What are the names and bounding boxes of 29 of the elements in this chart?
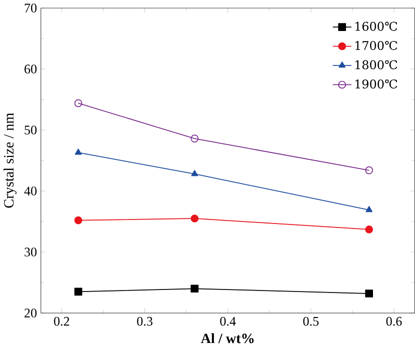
legend-label: 1800℃	[355, 60, 398, 70]
legend-label: 1700℃	[355, 41, 398, 50]
y-tick-label: 50	[24, 126, 37, 134]
x-tick-label: 0.4	[220, 316, 236, 326]
point	[74, 99, 82, 108]
point	[191, 170, 198, 176]
point	[74, 148, 82, 155]
point	[366, 206, 373, 212]
x-tick-label: 0.2	[54, 316, 70, 326]
y-tick-label: 40	[24, 186, 37, 196]
x-axis-title: Al / wt%	[200, 333, 254, 344]
point	[365, 226, 374, 234]
point	[190, 134, 199, 143]
point	[365, 166, 374, 174]
y-axis-title: Crystal size / nm	[4, 113, 17, 208]
y-tick-label: 20	[24, 308, 37, 318]
y-tick-label: 60	[24, 64, 37, 74]
point	[190, 214, 199, 222]
legend-label: 1900℃	[355, 80, 398, 89]
x-tick-label: 0.5	[303, 316, 319, 326]
y-tick-label: 70	[24, 4, 37, 12]
x-tick-label: 0.6	[386, 316, 402, 326]
y-tick-label: 30	[24, 248, 37, 256]
point	[74, 288, 82, 296]
legend-label: 1600℃	[355, 22, 398, 31]
x-tick-label: 0.3	[137, 316, 152, 326]
point	[190, 284, 199, 293]
point	[74, 216, 82, 224]
point	[365, 290, 374, 298]
